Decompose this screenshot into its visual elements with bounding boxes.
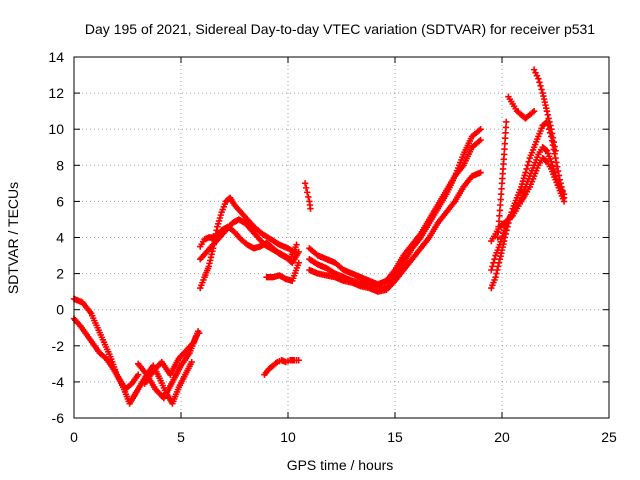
series-18 [494, 118, 510, 241]
chart-title: Day 195 of 2021, Sidereal Day-to-day VTE… [85, 21, 595, 37]
x-tick-label: 5 [177, 429, 185, 445]
x-tick-label: 0 [70, 429, 78, 445]
x-tick-label: 15 [387, 429, 403, 445]
series-markers [261, 357, 302, 378]
y-tick-label: 6 [56, 193, 64, 209]
series-9 [263, 259, 302, 285]
series-12 [306, 126, 484, 288]
y-tick-label: -4 [52, 374, 65, 390]
x-tick-label: 25 [601, 429, 617, 445]
series-markers [70, 315, 142, 393]
series-markers [263, 259, 302, 285]
x-tick-label: 10 [280, 429, 296, 445]
y-axis-label: SDTVAR / TECUs [5, 182, 21, 294]
series-markers [141, 328, 203, 387]
series-markers [494, 118, 510, 241]
y-tick-label: -6 [52, 410, 65, 426]
grid [74, 57, 609, 418]
axis-ticks: 0 5 10 15 20 25 -6 -4 -2 0 2 4 6 8 10 12 14 [48, 49, 617, 445]
series-2 [70, 315, 142, 393]
series-markers [306, 169, 484, 295]
series-19 [505, 93, 538, 122]
series-5 [141, 328, 203, 387]
series-20 [530, 66, 559, 155]
series-11 [301, 180, 314, 212]
series-markers [530, 66, 559, 155]
y-tick-label: 8 [56, 157, 64, 173]
series-10 [261, 357, 302, 378]
series-14 [306, 169, 484, 295]
series-markers [197, 223, 302, 266]
y-tick-label: 2 [56, 266, 64, 282]
data-markers [70, 66, 568, 407]
series-markers [301, 180, 314, 212]
y-tick-label: 0 [56, 302, 64, 318]
y-tick-label: -2 [52, 338, 65, 354]
y-tick-label: 4 [56, 230, 64, 246]
y-tick-label: 14 [48, 49, 64, 65]
series-1 [70, 295, 140, 407]
x-axis-label: GPS time / hours [287, 457, 394, 473]
x-tick-label: 20 [494, 429, 510, 445]
series-markers [306, 126, 484, 288]
y-tick-label: 12 [48, 85, 64, 101]
series-markers [70, 295, 140, 407]
series-8 [197, 223, 302, 266]
series-markers [505, 93, 538, 122]
y-tick-label: 10 [48, 121, 64, 137]
